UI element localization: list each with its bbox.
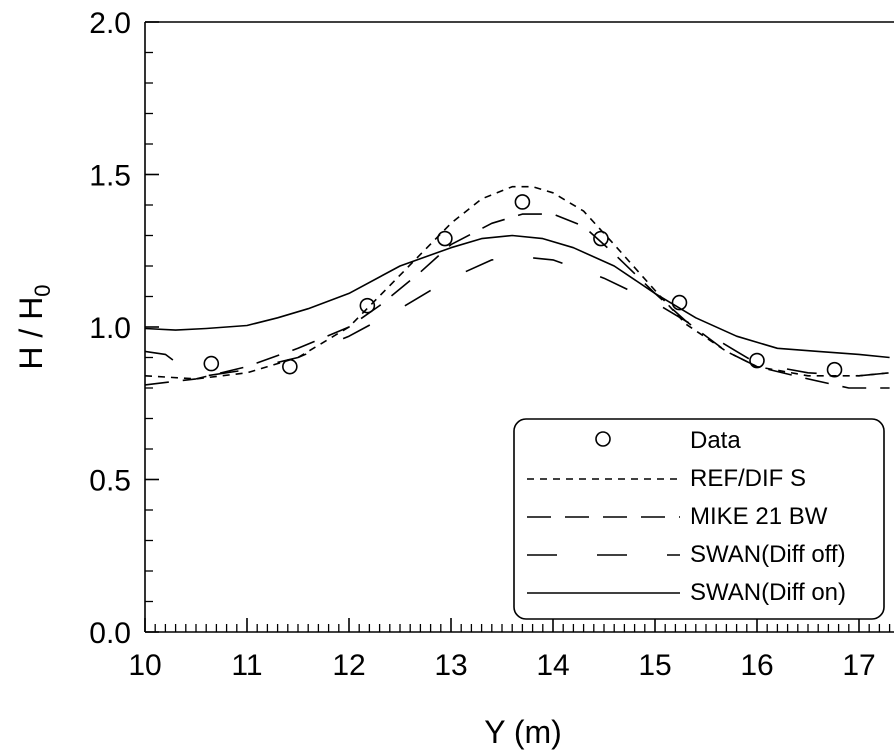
- series-line-swan-diff-off: [145, 256, 890, 377]
- series-line-swan-diff-on: [145, 234, 890, 359]
- series-line-mike-21-bw: [145, 213, 890, 389]
- series-layer: [145, 185, 890, 389]
- x-tick-label: 11: [231, 649, 262, 682]
- y-axis-label-main: H / H: [13, 297, 49, 370]
- y-tick-label: 0.0: [89, 617, 131, 650]
- legend: Data REF/DIF S MIKE 21 BW SWAN(Diff off) SWA…: [513, 418, 885, 620]
- y-tick-label: 1.0: [89, 312, 131, 345]
- x-tick-label: 12: [332, 649, 365, 682]
- x-tick-label: 15: [638, 649, 671, 682]
- data-point: [749, 352, 765, 369]
- series-data: [203, 194, 843, 378]
- y-axis-label: H / H0: [13, 284, 55, 369]
- data-point: [359, 297, 376, 314]
- y-tick-label: 1.5: [89, 160, 131, 193]
- legend-label: MIKE 21 BW: [690, 503, 828, 530]
- series-line-ref-dif-s: [145, 185, 890, 380]
- data-point: [282, 358, 298, 375]
- legend-label: SWAN(Diff off): [690, 541, 846, 568]
- data-point: [514, 194, 531, 210]
- x-axis-label: Y (m): [484, 714, 562, 750]
- legend-item-swan-diff-on: SWAN(Diff on): [527, 579, 846, 606]
- legend-items: Data REF/DIF S MIKE 21 BW SWAN(Diff off) SWA…: [527, 427, 846, 606]
- y-tick-label: 0.5: [89, 465, 131, 498]
- x-tick-label: 16: [740, 649, 773, 682]
- legend-item-data: Data: [595, 427, 741, 454]
- x-tick-label: 13: [434, 649, 467, 682]
- x-tick-label: 10: [128, 649, 161, 682]
- legend-label: SWAN(Diff on): [690, 579, 846, 606]
- legend-item-swan-diff-off: SWAN(Diff off): [527, 541, 846, 568]
- data-point: [826, 361, 843, 378]
- legend-label: REF/DIF S: [690, 465, 806, 492]
- legend-box: [513, 418, 885, 620]
- y-axis-label-subscript: 0: [30, 284, 55, 296]
- legend-label: Data: [690, 427, 741, 454]
- legend-marker: [595, 431, 611, 447]
- tick-labels: 0.0 0.5 1.0 1.5 2.0 10 11 12 13 14 15 16 17: [89, 7, 875, 682]
- x-tick-label: 17: [842, 649, 875, 682]
- x-tick-label: 14: [536, 649, 569, 682]
- legend-item-mike-21-bw: MIKE 21 BW: [527, 503, 828, 530]
- tick-marks: [144, 21, 891, 633]
- data-point: [437, 230, 453, 247]
- y-tick-label: 2.0: [89, 7, 131, 40]
- legend-item-ref-dif-s: REF/DIF S: [527, 465, 806, 492]
- data-point: [203, 355, 220, 372]
